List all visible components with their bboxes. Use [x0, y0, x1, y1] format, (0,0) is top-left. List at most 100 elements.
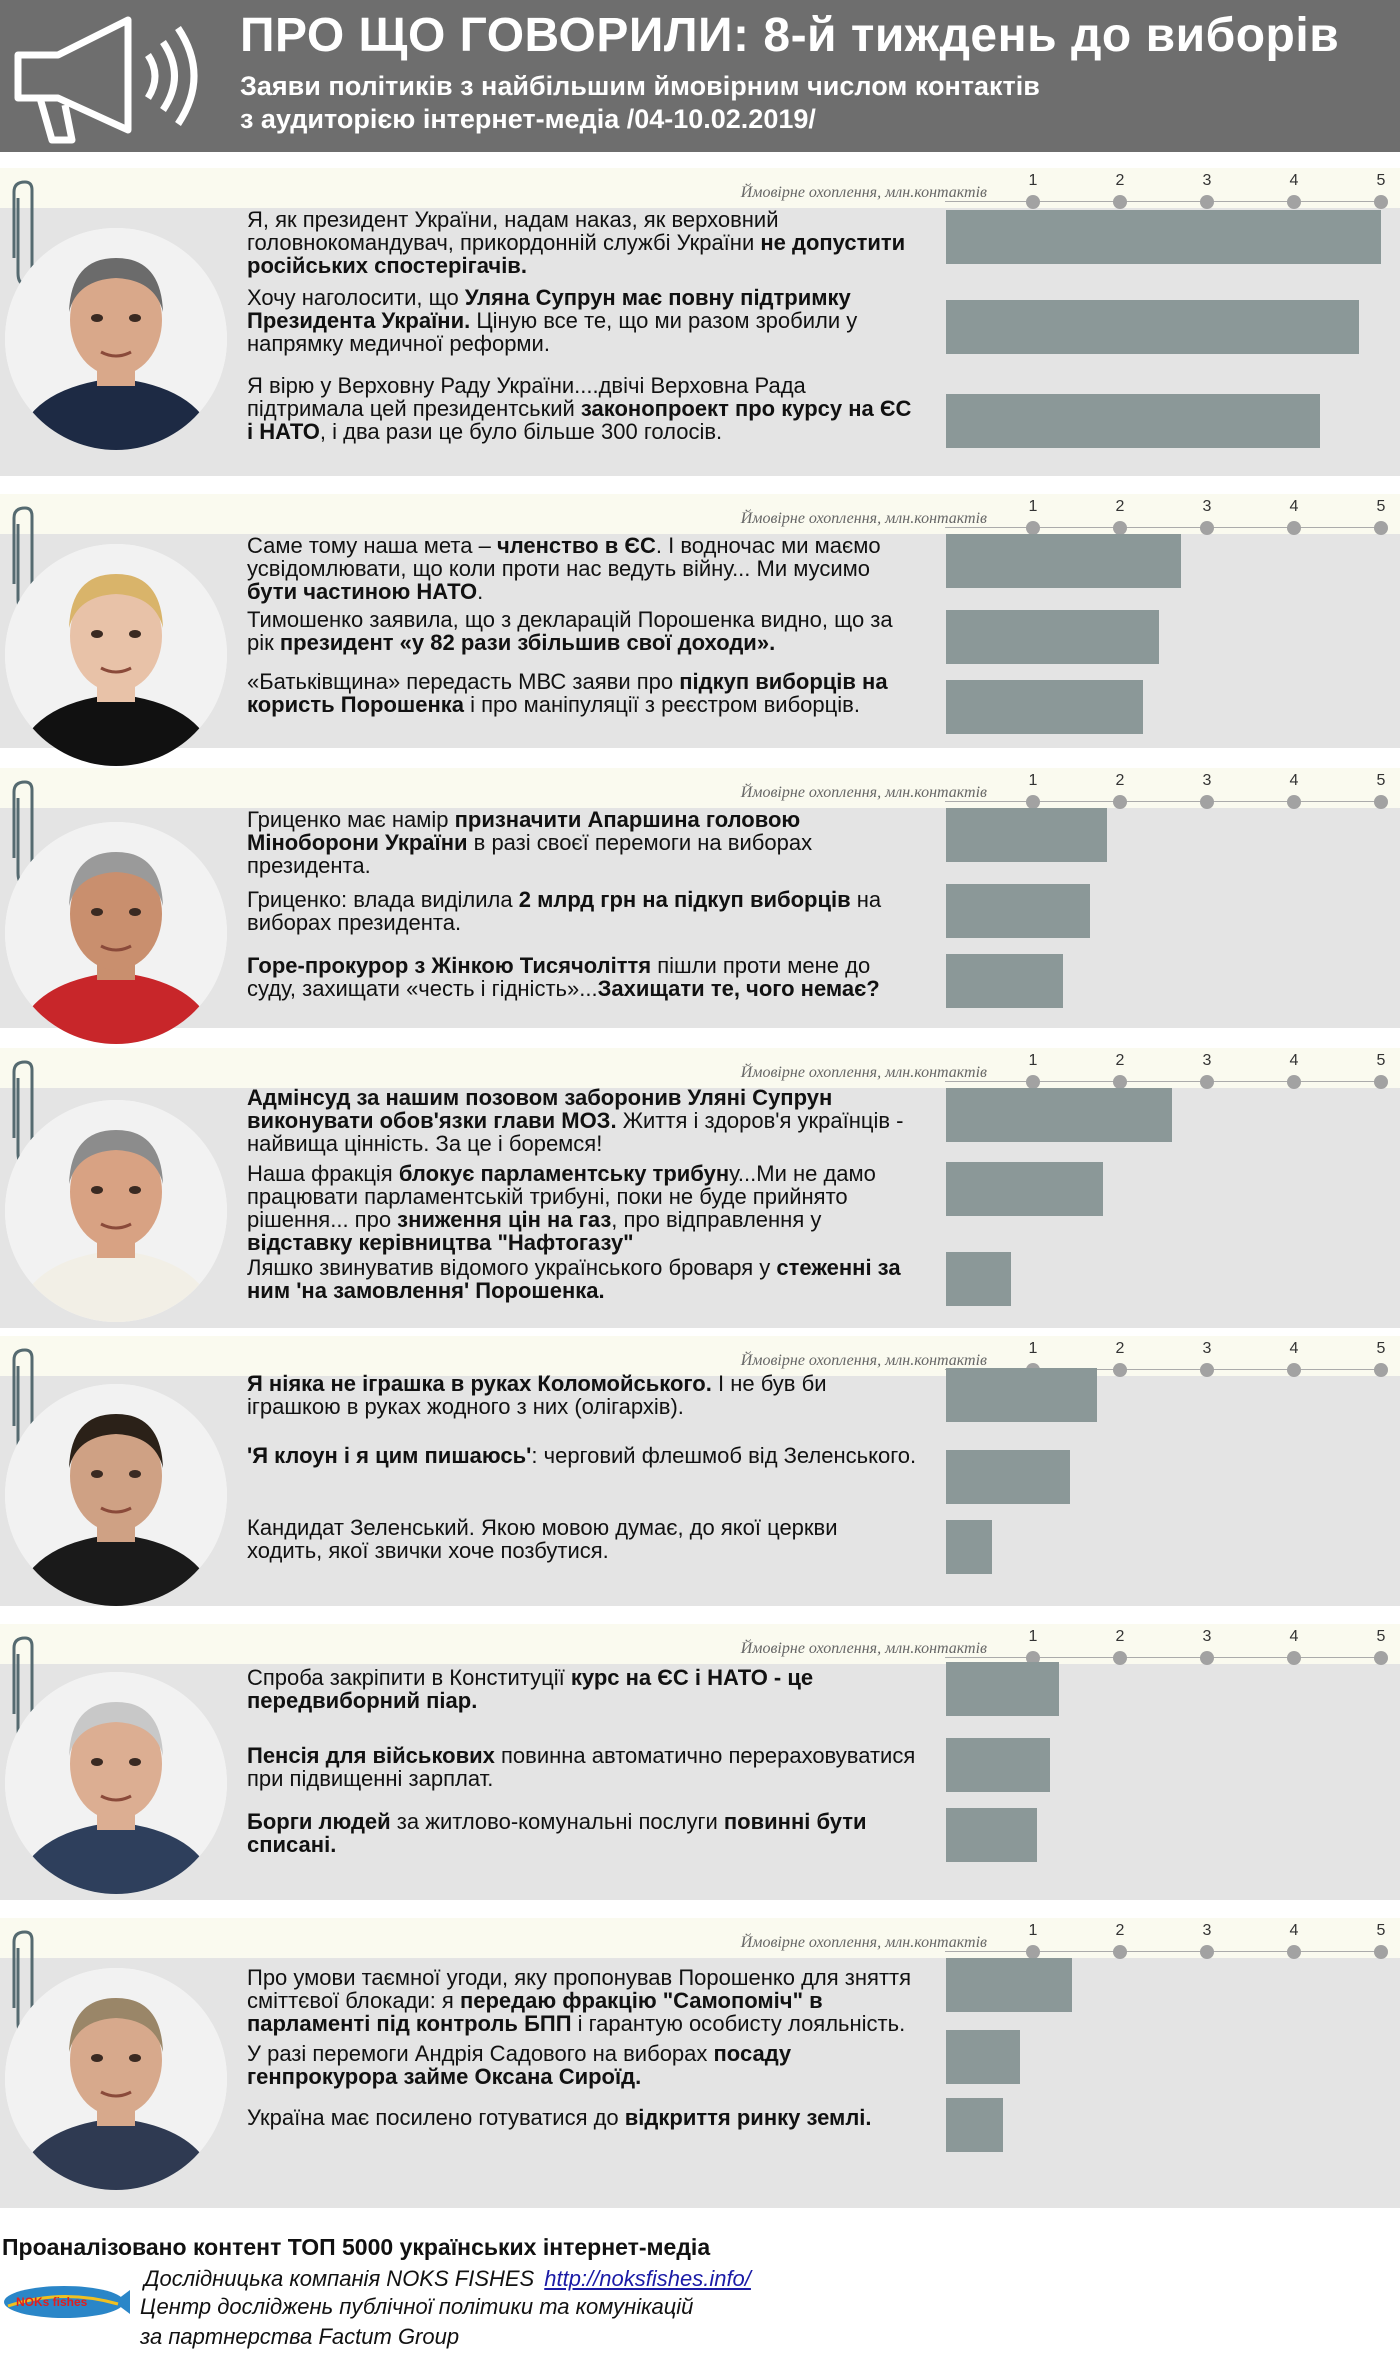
axis-strip: Ймовірне охоплення, млн.контактів 1 2 3 4 5 [0, 1336, 1400, 1377]
statement-bold-segment: Горе-прокурор з Жінкою Тисячоліття [247, 953, 652, 978]
axis-strip: Ймовірне охоплення, млн.контактів 1 2 3 4 5 [0, 1624, 1400, 1665]
statement-segment: , про відправлення у [611, 1207, 822, 1232]
statement-text: Я ніяка не іграшка в руках Коломойського… [247, 1372, 917, 1418]
axis-line [945, 1081, 1385, 1082]
axis-tick-dot [1026, 1075, 1040, 1089]
axis-tick-label: 3 [1202, 772, 1212, 789]
statement-text: Саме тому наша мета – членство в ЄС. І в… [247, 534, 917, 603]
statement-bold-segment: не допустити російських спостерігачів. [247, 230, 906, 278]
statement-text: У разі перемоги Андрія Садового на вибор… [247, 2042, 917, 2088]
axis-tick-label: 5 [1376, 172, 1386, 189]
statement-segment: повинна автоматично перераховуватися при… [247, 1743, 916, 1791]
politician-section: Ймовірне охоплення, млн.контактів 1 2 3 4 5 Я … [0, 1336, 1400, 1606]
axis-tick-dot [1026, 1945, 1040, 1959]
statement-text: 'Я клоун і я цим пишаюсь': черговий флеш… [247, 1444, 917, 1467]
axis-tick-dot [1287, 1945, 1301, 1959]
axis-tick-label: 1 [1028, 498, 1038, 515]
politician-2-photo [5, 544, 227, 766]
statement-text: Гриценко має намір призначити Апаршина г… [247, 808, 917, 877]
axis-tick-dot [1374, 795, 1388, 809]
reach-bar [946, 610, 1159, 664]
axis-tick-label: 2 [1115, 772, 1125, 789]
statement-text: Горе-прокурор з Жінкою Тисячоліття пішли… [247, 954, 917, 1000]
axis-tick-label: 2 [1115, 1340, 1125, 1357]
statement-text: Я вірю у Верховну Раду України....двічі … [247, 374, 917, 443]
statement-bold-segment: бути частиною НАТО [247, 579, 478, 604]
statement-text: «Батьківщина» передасть МВС заяви про пі… [247, 670, 917, 716]
politician-3-photo [5, 822, 227, 1044]
politician-1-photo [5, 228, 227, 450]
axis-caption: Ймовірне охоплення, млн.контактів [740, 784, 987, 801]
axis-tick-dot [1287, 1363, 1301, 1377]
reach-bar [946, 1738, 1050, 1792]
axis-tick-label: 4 [1289, 498, 1299, 515]
axis-tick-dot [1026, 1651, 1040, 1665]
axis-tick-label: 4 [1289, 1052, 1299, 1069]
header: ПРО ЩО ГОВОРИЛИ: 8-й тиждень до виборів … [0, 0, 1400, 152]
statement-bold-segment: підкуп виборців на користь Порошенка [247, 669, 888, 717]
reach-bar [946, 1520, 992, 1574]
analyzed-note: Проаналізовано контент ТОП 5000 українсь… [2, 2234, 711, 2260]
axis-line [945, 1369, 1385, 1370]
politician-section: Ймовірне охоплення, млн.контактів 1 2 3 4 5 Я,… [0, 168, 1400, 476]
statement-bold-segment: Борги людей [247, 1809, 391, 1834]
logo-text: NOKs fishes [16, 2295, 88, 2309]
statement-segment: за житлово-комунальні послуги [390, 1809, 724, 1834]
politician-section: Ймовірне охоплення, млн.контактів 1 2 3 4 5 Ад… [0, 1048, 1400, 1328]
axis-tick-dot [1287, 521, 1301, 535]
statement-segment: Саме тому наша мета – [247, 533, 497, 558]
statement-segment: . І водночас ми маємо усвідомлювати, що … [247, 533, 881, 581]
statement-bold-segment: Я ніяка не іграшка в руках Коломойського… [247, 1371, 712, 1396]
axis-tick-dot [1026, 195, 1040, 209]
statement-bold-segment: зниження цін на газ [397, 1207, 612, 1232]
statement-text: Наша фракція блокує парламентську трибун… [247, 1162, 917, 1254]
politician-photo [5, 228, 227, 450]
statement-segment: Гриценко має намір [247, 807, 455, 832]
reach-bar [946, 884, 1090, 938]
statement-text: Гриценко: влада виділила 2 млрд грн на п… [247, 888, 917, 934]
statement-bold-segment: 'Я клоун і я цим пишаюсь' [247, 1443, 532, 1468]
statement-text: Про умови таємної угоди, яку пропонував … [247, 1966, 917, 2035]
axis-tick-label: 4 [1289, 172, 1299, 189]
politician-photo [5, 1672, 227, 1894]
axis-tick-label: 5 [1376, 1628, 1386, 1645]
reach-bar [946, 1252, 1011, 1306]
statement-segment: Я вірю у Верховну Раду України....двічі … [247, 373, 806, 421]
axis-tick-dot [1200, 1945, 1214, 1959]
reach-bar [946, 1162, 1103, 1216]
subtitle-line-2: з аудиторією інтернет-медіа /04-10.02.20… [240, 104, 816, 134]
axis-tick-label: 1 [1028, 1052, 1038, 1069]
axis-tick-dot [1374, 1651, 1388, 1665]
statement-segment: Кандидат Зеленський. Якою мовою думає, д… [247, 1515, 838, 1563]
statement-segment: . [477, 579, 484, 604]
axis-tick-label: 4 [1289, 1628, 1299, 1645]
axis-tick-label: 1 [1028, 1628, 1038, 1645]
statement-segment: У разі перемоги Андрія Садового на вибор… [247, 2041, 714, 2066]
statement-bold-segment: стеженні за ним 'на замовлення' Порошенк… [247, 1255, 901, 1303]
statement-segment: Наша фракція [247, 1161, 399, 1186]
axis-tick-label: 2 [1115, 172, 1125, 189]
axis-tick-dot [1200, 1075, 1214, 1089]
center-line: Центр досліджень публічної політики та к… [140, 2294, 694, 2319]
statement-segment: , і два рази це було більше 300 голосів. [319, 419, 723, 444]
politician-section: Ймовірне охоплення, млн.контактів 1 2 3 4 5 Сп… [0, 1624, 1400, 1900]
company-url-link[interactable]: http://noksfishes.info/ [544, 2266, 751, 2291]
page-title: ПРО ЩО ГОВОРИЛИ: 8-й тиждень до виборів [240, 9, 1340, 62]
axis-tick-label: 5 [1376, 1340, 1386, 1357]
reach-bar [946, 210, 1381, 264]
axis-tick-dot [1113, 1651, 1127, 1665]
axis-tick-label: 4 [1289, 1340, 1299, 1357]
axis-tick-label: 5 [1376, 498, 1386, 515]
statement-bold-segment: блокує парламентську трибун [398, 1161, 730, 1186]
statement-segment: у...Ми не дамо працювати парламентській … [247, 1161, 876, 1232]
statement-bold-segment: 2 млрд грн на підкуп виборців [518, 887, 851, 912]
politician-section: Ймовірне охоплення, млн.контактів 1 2 3 4 5 Са… [0, 494, 1400, 766]
reach-bar [946, 1368, 1097, 1422]
reach-bar [946, 680, 1143, 734]
axis-caption: Ймовірне охоплення, млн.контактів [740, 1064, 987, 1081]
statement-segment: Гриценко: влада виділила [247, 887, 519, 912]
partner-line: за партнерства Factum Group [140, 2324, 460, 2349]
reach-bar [946, 808, 1107, 862]
statement-segment: : черговий флешмоб від Зеленського. [531, 1443, 917, 1468]
axis-tick-label: 4 [1289, 1922, 1299, 1939]
